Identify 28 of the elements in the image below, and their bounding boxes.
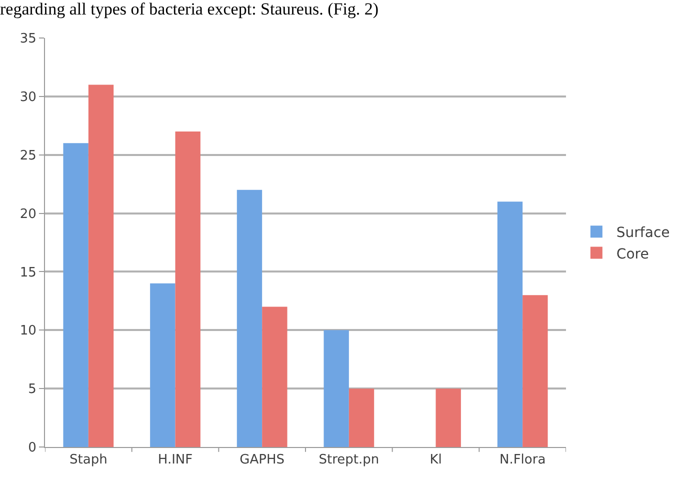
y-tick-label: 0	[28, 440, 36, 456]
legend-label: Surface	[616, 225, 670, 242]
y-tick-label: 20	[20, 206, 36, 222]
bar	[236, 190, 262, 447]
y-tick-label: 5	[28, 382, 36, 398]
y-tick-label: 25	[20, 148, 36, 164]
bar	[175, 131, 200, 447]
x-tick-label: Staph	[70, 452, 108, 468]
chart-title: regarding all types of bacteria except: Staureus. (Fig. 2)	[0, 0, 379, 18]
bar	[522, 295, 548, 447]
x-tick-label: Strept.pn	[318, 452, 380, 468]
bar	[262, 306, 288, 447]
bar	[150, 283, 176, 447]
bar	[348, 388, 374, 447]
x-tick-label: GAPHS	[240, 452, 284, 468]
y-tick-label: 35	[20, 32, 36, 47]
bar	[324, 330, 349, 447]
bar	[63, 143, 88, 447]
y-tick-label: 15	[20, 265, 36, 280]
x-tick-label: H.INF	[158, 452, 193, 468]
y-tick-label: 30	[20, 90, 36, 105]
bar	[88, 84, 114, 447]
y-tick-label: 10	[20, 324, 36, 339]
x-tick-label: N.Flora	[499, 452, 546, 468]
bar	[436, 388, 461, 447]
bar	[497, 202, 523, 447]
x-tick-label: Kl	[430, 452, 442, 468]
legend-label: Core	[616, 246, 649, 262]
